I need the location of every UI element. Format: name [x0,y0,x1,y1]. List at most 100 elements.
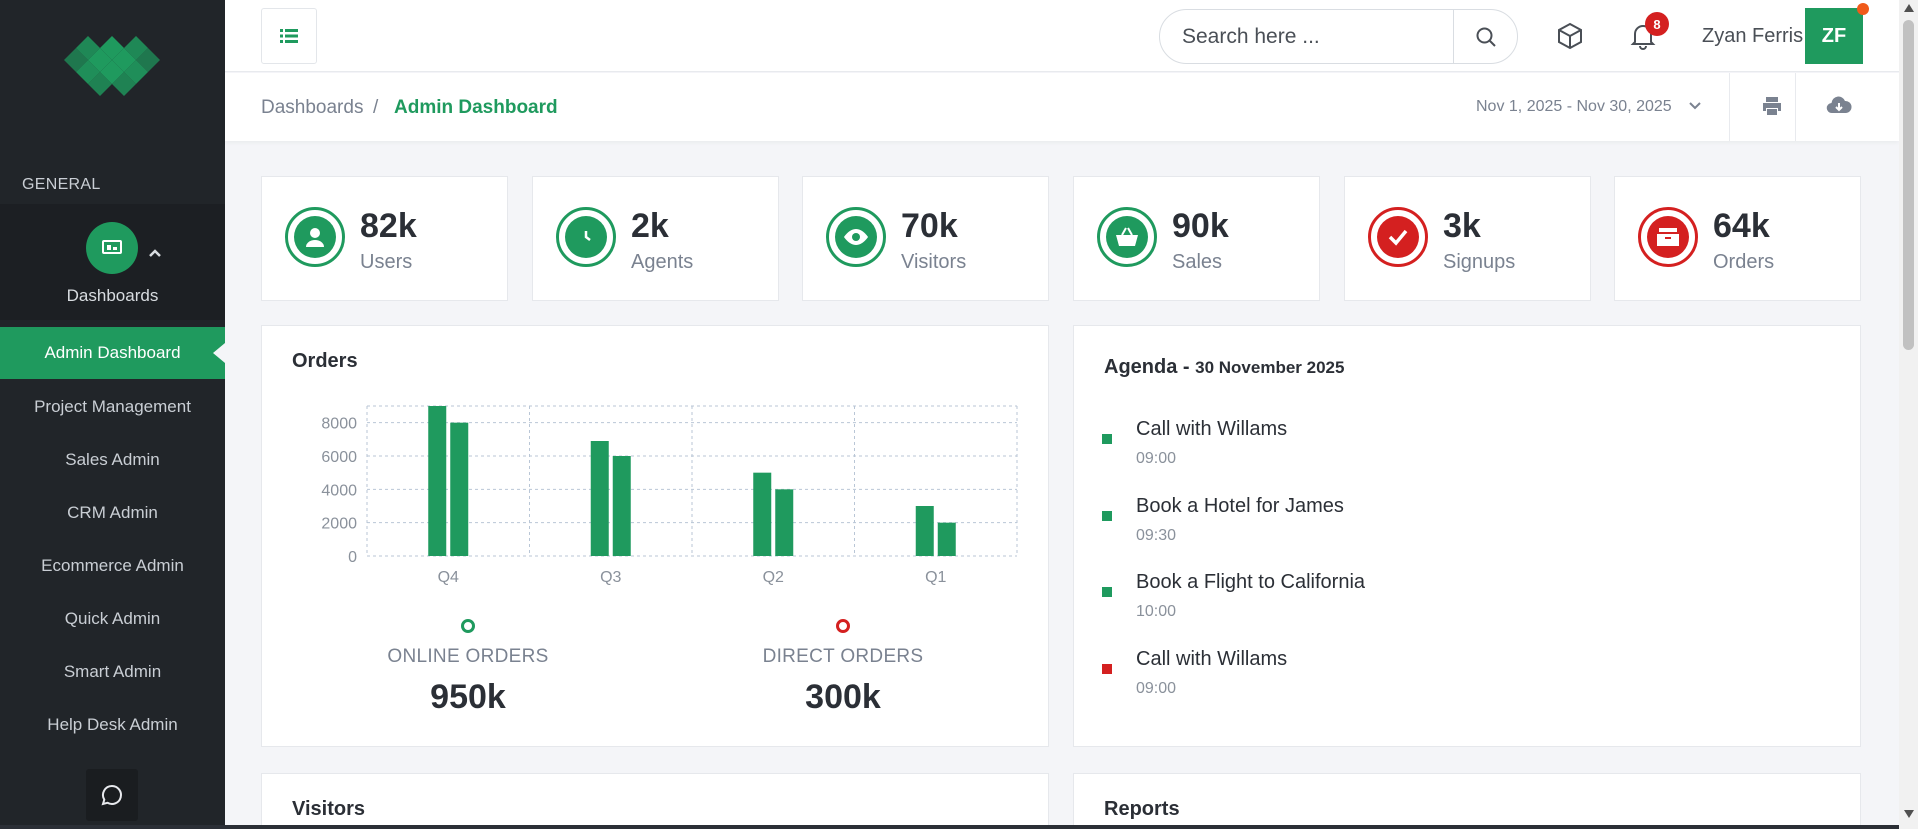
clock-icon [584,231,591,241]
avatar[interactable]: ZF [1805,8,1863,64]
stat-value: 3k [1443,207,1481,245]
cloud-download-icon[interactable] [1826,95,1852,117]
stat-icon-ring [1097,207,1157,267]
stat-icon-ring [826,207,886,267]
stat-card-sales[interactable]: 90k Sales [1073,176,1320,301]
scroll-up-arrow[interactable] [1904,4,1914,12]
agenda-item-title: Call with Willams [1136,648,1288,670]
agenda-item-time: 10:00 [1136,603,1177,620]
chart-bar [590,441,609,556]
x-tick-label: Q1 [925,569,946,586]
agenda-item-time: 09:00 [1136,680,1177,697]
brand-logo[interactable] [64,36,160,98]
agenda-item-title: Call with Willams [1136,418,1288,440]
stat-label: Signups [1443,251,1516,273]
basket-icon [1116,227,1138,246]
sidebar-item-quick-admin[interactable]: Quick Admin [64,609,161,628]
menu-toggle-button[interactable] [261,8,317,64]
notification-badge: 8 [1645,12,1669,36]
breadcrumb-separator: / [373,97,379,118]
chart-bar [612,456,631,556]
orders-panel: Orders 8000 6000 4000 2000 0 Q4 Q3 Q2 Q1 ONLINE … [261,325,1049,747]
inbox-icon [1657,228,1679,246]
online-orders-dot [461,619,475,633]
chevron-down-icon[interactable] [1688,101,1702,111]
stat-card-visitors[interactable]: 70k Visitors [802,176,1049,301]
breadcrumb-current: Admin Dashboard [394,97,558,118]
stat-card-users[interactable]: 82k Users [261,176,508,301]
stat-icon-ring [1638,207,1698,267]
stat-card-agents[interactable]: 2k Agents [532,176,779,301]
divider [1729,73,1730,141]
search-input[interactable] [1160,10,1453,63]
sidebar-item-crm-admin[interactable]: CRM Admin [67,503,158,522]
window-bottom-edge [0,825,1899,829]
section-label-general: GENERAL [22,176,101,193]
agenda-item-title: Book a Flight to California [1136,571,1366,593]
chevron-up-icon[interactable] [148,248,162,258]
list-icon [280,29,298,43]
divider [1795,73,1796,141]
search-box [1159,9,1518,64]
agenda-marker [1102,434,1112,444]
sidebar-item-admin-dashboard[interactable]: Admin Dashboard [0,327,225,379]
panel-title: Reports [1104,798,1180,820]
agenda-marker [1102,511,1112,521]
orders-chart: 8000 6000 4000 2000 0 Q4 Q3 Q2 Q1 [321,405,1018,586]
agenda-title-row: Agenda - 30 November 2025 [1104,356,1344,379]
topbar: 8 Zyan Ferris ZF [225,0,1899,72]
user-name[interactable]: Zyan Ferris [1702,25,1804,47]
stat-value: 90k [1172,207,1229,245]
stat-icon-ring [556,207,616,267]
y-tick-label: 0 [348,549,357,566]
breadcrumb-bar: Dashboards / Admin Dashboard Nov 1, 2025… [225,73,1899,141]
agenda-item-title: Book a Hotel for James [1136,495,1344,517]
stat-icon-ring [1368,207,1428,267]
status-dot [1857,3,1869,15]
chat-button[interactable] [86,769,138,821]
chart-bar [753,472,772,556]
stat-icon-ring [285,207,345,267]
sidebar-item-sales-admin[interactable]: Sales Admin [65,450,160,469]
chart-bar [450,422,469,556]
stat-card-orders[interactable]: 64k Orders [1614,176,1861,301]
y-tick-label: 4000 [321,482,357,499]
date-range-picker[interactable]: Nov 1, 2025 - Nov 30, 2025 [1476,98,1672,115]
sidebar-item-help-desk-admin[interactable]: Help Desk Admin [47,715,178,734]
online-orders-value: 950k [430,678,506,716]
agenda-item-time: 09:30 [1136,527,1177,544]
eye-icon [844,229,868,245]
y-tick-label: 8000 [321,416,357,433]
panel-title: Visitors [292,798,365,820]
stat-label: Visitors [901,251,967,273]
stat-card-signups[interactable]: 3k Signups [1344,176,1591,301]
visitors-panel: Visitors [261,773,1049,829]
print-icon[interactable] [1761,95,1783,117]
page-scrollbar[interactable] [1899,0,1918,829]
breadcrumb-dashboards[interactable]: Dashboards [261,97,364,118]
y-tick-label: 2000 [321,516,357,533]
check-icon [1388,229,1408,246]
sidebar-item-project-management[interactable]: Project Management [34,397,191,416]
stat-label: Sales [1172,251,1223,273]
scroll-down-arrow[interactable] [1904,810,1914,818]
sidebar-item-ecommerce-admin[interactable]: Ecommerce Admin [41,556,184,575]
chart-bar [428,406,447,556]
chart-bar [775,489,794,556]
cube-icon[interactable] [1557,22,1583,50]
direct-orders-label: DIRECT ORDERS [762,646,924,667]
agenda-date: 30 November 2025 [1195,358,1345,377]
agenda-title: Agenda [1104,356,1178,378]
stat-value: 70k [901,207,958,245]
chat-icon [101,784,122,806]
sidebar-item-smart-admin[interactable]: Smart Admin [63,662,162,681]
scroll-thumb[interactable] [1903,20,1914,350]
y-tick-label: 6000 [321,449,357,466]
dashboards-icon[interactable] [86,222,138,274]
user-icon [306,228,324,247]
stat-value: 82k [360,207,417,245]
dashboards-label[interactable]: Dashboards [66,286,159,305]
x-tick-label: Q2 [763,569,784,586]
search-button[interactable] [1453,10,1517,63]
agenda-panel: Agenda - 30 November 2025 Call with Will… [1073,325,1861,747]
